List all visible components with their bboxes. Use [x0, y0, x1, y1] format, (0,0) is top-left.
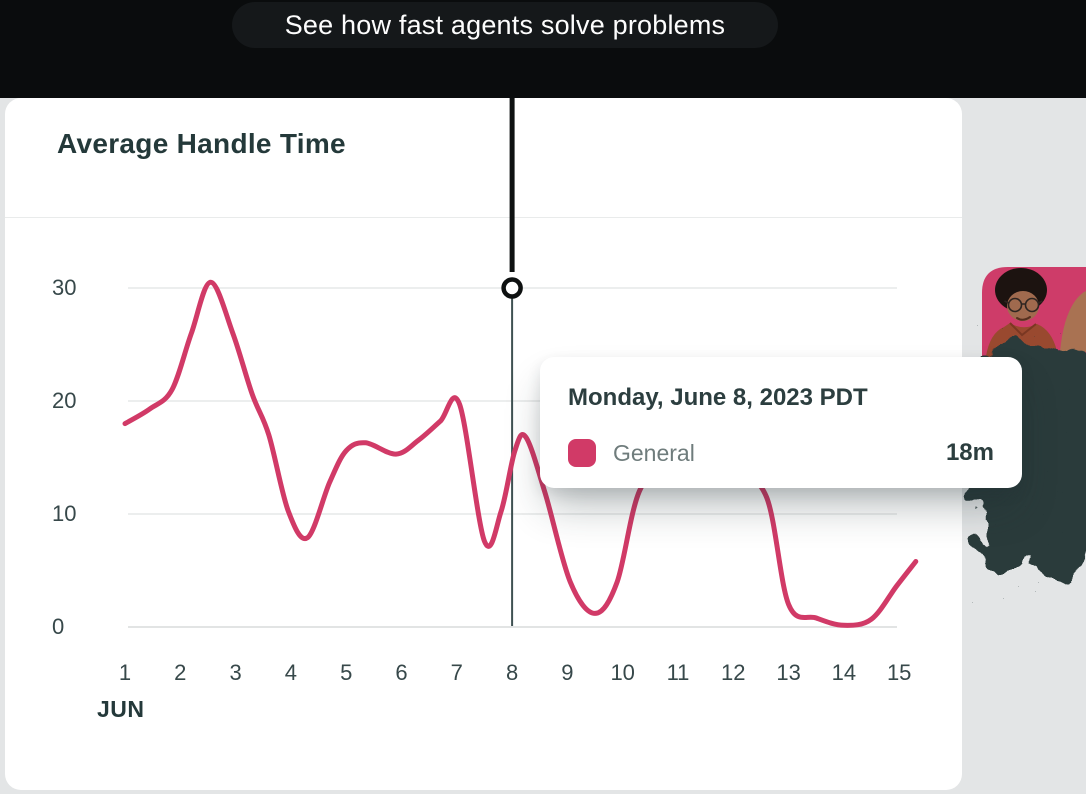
- chart-title: Average Handle Time: [57, 128, 346, 159]
- banner-pill: See how fast agents solve problems: [232, 2, 778, 48]
- person-smile: [1016, 316, 1031, 321]
- person-glasses: [1004, 297, 1043, 313]
- person-face: [1007, 291, 1039, 321]
- person-arm: [1060, 291, 1086, 352]
- chart-card-header: Average Handle Time: [5, 98, 962, 218]
- tooltip-series-label: General: [613, 439, 695, 466]
- top-banner: See how fast agents solve problems: [0, 0, 1086, 98]
- tooltip-series-row: General 18m: [568, 439, 994, 467]
- person-hair: [995, 268, 1047, 312]
- chart-tooltip: Monday, June 8, 2023 PDT General 18m: [540, 357, 1022, 488]
- tooltip-value: 18m: [945, 439, 994, 466]
- series-color-swatch: [568, 439, 596, 467]
- tooltip-date: Monday, June 8, 2023 PDT: [568, 384, 868, 411]
- person-collar: [1009, 322, 1037, 337]
- person-illustration: [986, 268, 1086, 366]
- banner-text: See how fast agents solve problems: [284, 9, 726, 40]
